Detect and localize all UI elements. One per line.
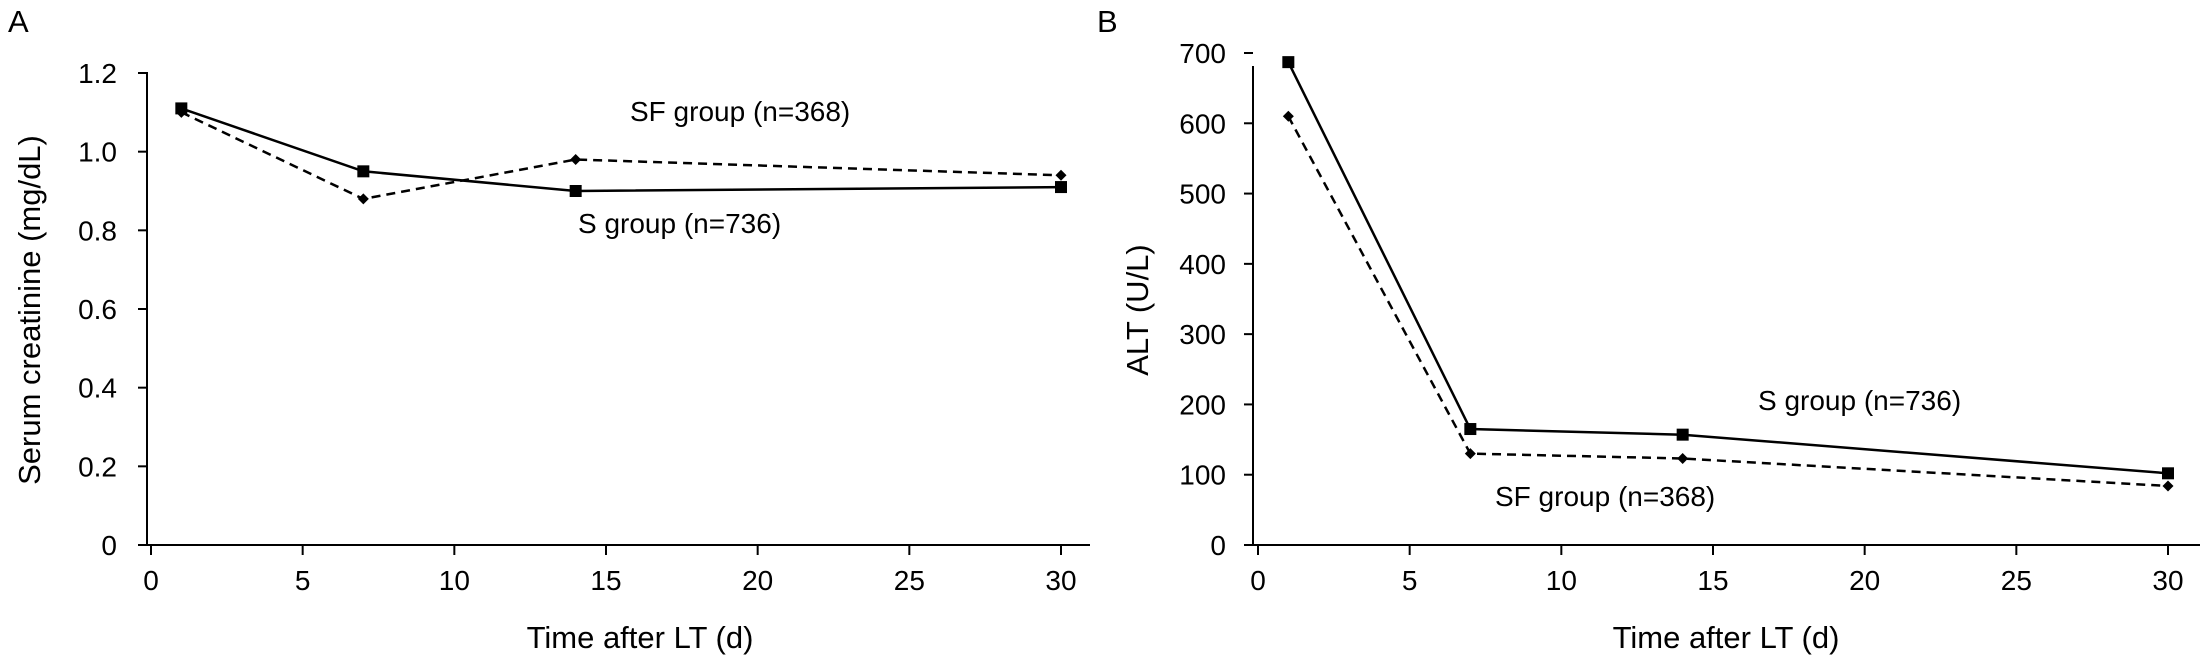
x-tick-label: 30 — [1045, 565, 1076, 596]
square-marker — [357, 165, 370, 178]
x-tick-label: 20 — [742, 565, 773, 596]
x-tick-label: 0 — [143, 565, 159, 596]
annotation-s-group: S group (n=736) — [578, 208, 781, 239]
annotation-s-group: S group (n=736) — [1758, 385, 1961, 416]
square-marker — [1055, 181, 1067, 194]
y-tick-label: 100 — [1179, 460, 1226, 491]
y-tick-label: 700 — [1179, 38, 1226, 69]
y-tick-label: 0 — [101, 530, 117, 561]
diamond-marker — [570, 154, 582, 166]
annotation-sf-group: SF group (n=368) — [1495, 481, 1715, 512]
x-tick-label: 10 — [439, 565, 470, 596]
diamond-marker — [2162, 480, 2174, 492]
solid-series-line — [1287, 61, 2169, 475]
y-tick-label: 1.2 — [78, 58, 117, 89]
y-tick-label: 300 — [1179, 319, 1226, 350]
panel-label-b: B — [1097, 4, 1118, 39]
square-marker — [2162, 467, 2174, 480]
solid-series-line — [180, 107, 1062, 193]
x-tick-label: 15 — [1697, 565, 1728, 596]
x-tick-label: 25 — [894, 565, 925, 596]
panel-label-a: A — [8, 4, 29, 39]
y-tick-label: 500 — [1179, 179, 1226, 210]
x-tick-label: 5 — [295, 565, 311, 596]
dashed-series-line — [1287, 115, 2169, 488]
x-tick-label: 0 — [1250, 565, 1266, 596]
x-tick-label: 20 — [1849, 565, 1880, 596]
diamond-marker — [1464, 448, 1476, 460]
square-marker — [1464, 423, 1477, 436]
x-axis-label: Time after LT (d) — [1613, 620, 1840, 655]
annotation-sf-group: SF group (n=368) — [630, 96, 850, 127]
square-marker — [1282, 56, 1295, 69]
diamond-marker — [1282, 110, 1294, 122]
diamond-marker — [1055, 169, 1067, 181]
diamond-marker — [357, 193, 369, 205]
y-axis-label: ALT (U/L) — [1120, 244, 1155, 376]
square-marker — [1676, 428, 1689, 441]
x-axis-label: Time after LT (d) — [527, 620, 754, 655]
y-tick-label: 0.6 — [78, 294, 117, 325]
y-tick-label: 0.4 — [78, 373, 117, 404]
y-tick-label: 600 — [1179, 108, 1226, 139]
x-tick-label: 30 — [2152, 565, 2183, 596]
x-tick-label: 5 — [1402, 565, 1418, 596]
diamond-marker — [1677, 453, 1689, 465]
x-tick-label: 15 — [590, 565, 621, 596]
x-tick-label: 10 — [1546, 565, 1577, 596]
dashed-series-line — [180, 111, 1062, 201]
panel-a: A Time after LT (d) Serum creatinine (mg… — [8, 4, 1090, 655]
diamond-marker — [175, 106, 187, 118]
y-tick-label: 0 — [1210, 530, 1226, 561]
y-tick-label: 0.8 — [78, 215, 117, 246]
y-tick-label: 200 — [1179, 389, 1226, 420]
y-tick-label: 0.2 — [78, 451, 117, 482]
panel-b: B Time after LT (d) ALT (U/L) S group (n… — [1097, 4, 2200, 655]
square-marker — [569, 185, 582, 197]
y-tick-label: 1.0 — [78, 137, 117, 168]
y-tick-label: 400 — [1179, 249, 1226, 280]
y-axis-label: Serum creatinine (mg/dL) — [12, 135, 47, 485]
x-tick-label: 25 — [2001, 565, 2032, 596]
